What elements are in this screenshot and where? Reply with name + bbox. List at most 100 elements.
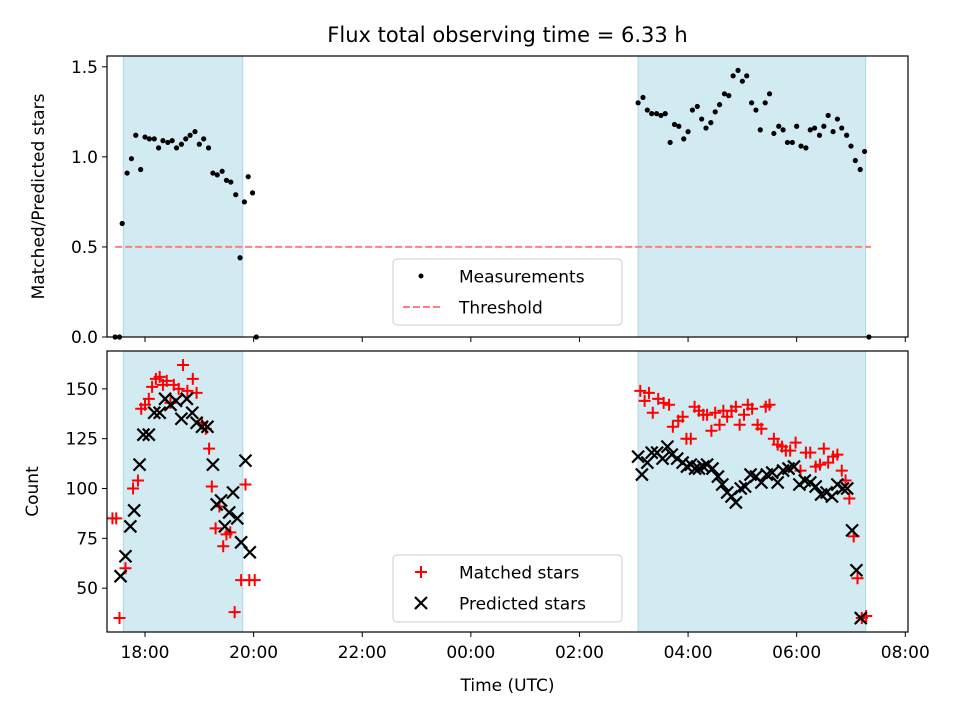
predicted-star-marker <box>853 611 868 625</box>
predicted-star-marker <box>631 449 645 464</box>
matched-star-marker <box>172 382 185 395</box>
matched-star-marker <box>835 464 848 477</box>
y-tick-label: 1.5 <box>71 58 98 78</box>
measurement-point <box>766 91 773 97</box>
measurement-point <box>839 125 845 131</box>
matched-star-marker <box>181 384 194 397</box>
measurement-point <box>811 125 818 131</box>
predicted-star-marker <box>118 549 133 564</box>
predicted-star-marker <box>218 519 232 534</box>
measurement-point <box>644 107 650 113</box>
measurement-point <box>703 125 709 131</box>
predicted-star-marker <box>738 479 752 494</box>
bottom-shaded-intervals <box>122 350 867 633</box>
y-tick-label: 0.5 <box>71 238 98 258</box>
shaded-interval <box>122 350 244 633</box>
matched-star-marker <box>186 372 199 385</box>
measurement-point <box>205 145 212 151</box>
x-tick-label: 08:00 <box>881 643 930 663</box>
bottom-legend-box <box>392 554 623 623</box>
measurement-point <box>128 156 135 162</box>
measurement-point <box>821 123 827 129</box>
x-tick-label: 06:00 <box>772 643 821 663</box>
top-panel: Flux total observing time = 6.33 h 0.0 0.… <box>29 23 909 348</box>
measurement-point <box>789 139 795 146</box>
measurement-point <box>187 132 193 138</box>
matched-star-marker <box>763 398 776 411</box>
predicted-star-marker <box>243 545 257 560</box>
x-marker-icon <box>414 596 428 610</box>
measurement-point <box>233 192 239 198</box>
matched-star-marker <box>746 402 759 415</box>
predicted-star-marker <box>200 419 215 434</box>
measurement-point <box>844 132 850 138</box>
measurement-point <box>671 121 678 128</box>
x-axis-label: Time (UTC) <box>460 676 555 696</box>
measurement-point <box>640 94 646 101</box>
predicted-star-marker <box>169 394 183 408</box>
measurement-point <box>861 148 868 155</box>
x-tick-label: 18:00 <box>121 643 170 663</box>
matched-star-marker <box>705 424 718 437</box>
matched-star-marker <box>666 420 679 433</box>
predicted-star-marker <box>195 419 209 434</box>
measurement-point <box>852 157 858 164</box>
measurement-point <box>757 127 763 133</box>
matched-star-marker <box>851 572 864 585</box>
top-x-ticks <box>144 337 906 342</box>
measurement-point <box>192 129 198 135</box>
matched-star-marker <box>217 540 230 553</box>
legend-label-predicted: Predicted stars <box>459 595 586 615</box>
matched-star-marker <box>110 512 123 525</box>
chart-title: Flux total observing time = 6.33 h <box>327 23 687 47</box>
measurement-point <box>169 138 175 144</box>
matched-star-marker <box>638 394 651 407</box>
matched-star-marker <box>634 384 647 397</box>
matched-star-marker <box>203 442 216 455</box>
predicted-star-marker <box>655 451 670 466</box>
matched-star-marker <box>814 458 827 471</box>
matched-star-marker <box>127 482 140 495</box>
predicted-star-marker <box>754 475 769 490</box>
measurement-point <box>155 145 162 151</box>
legend-label-threshold: Threshold <box>458 299 543 319</box>
y-tick-label: 75 <box>76 529 98 549</box>
matched-star-marker <box>713 418 726 431</box>
measurement-point <box>721 91 728 97</box>
predicted-star-marker <box>113 569 128 583</box>
x-tick-label: 22:00 <box>338 643 387 663</box>
top-legend: Measurements Threshold <box>392 258 623 326</box>
top-axes-frame <box>106 55 909 338</box>
predicted-star-marker <box>142 427 156 442</box>
legend-label-measurements: Measurements <box>459 268 585 288</box>
predicted-star-marker <box>185 406 200 420</box>
predicted-star-marker <box>787 459 801 474</box>
measurement-point <box>178 141 184 147</box>
predicted-star-marker <box>733 481 748 496</box>
measurement-point <box>653 111 660 117</box>
predicted-star-marker <box>238 453 253 468</box>
predicted-star-marker <box>692 461 706 476</box>
matched-star-marker <box>737 408 750 421</box>
measurement-point <box>857 166 863 173</box>
bottom-y-axis-label: Count <box>23 466 43 517</box>
predicted-star-marker <box>214 493 228 508</box>
matched-star-marker <box>642 386 655 399</box>
measurement-point <box>739 78 745 84</box>
predicted-star-marker <box>836 481 850 496</box>
matched-star-marker <box>228 606 241 619</box>
y-tick-label: 50 <box>76 579 98 599</box>
matched-star-marker <box>709 406 722 419</box>
matched-star-marker <box>209 522 222 535</box>
matched-star-marker <box>146 380 159 393</box>
predicted-star-marker <box>230 511 245 526</box>
measurement-point <box>649 111 655 117</box>
predicted-star-marker <box>174 411 189 426</box>
predicted-star-marker <box>688 461 702 476</box>
shaded-interval <box>122 55 244 338</box>
predicted-star-marker <box>206 457 220 472</box>
measurement-point <box>780 127 786 133</box>
measurement-point <box>249 190 256 196</box>
y-tick-label: 0.0 <box>71 328 98 348</box>
